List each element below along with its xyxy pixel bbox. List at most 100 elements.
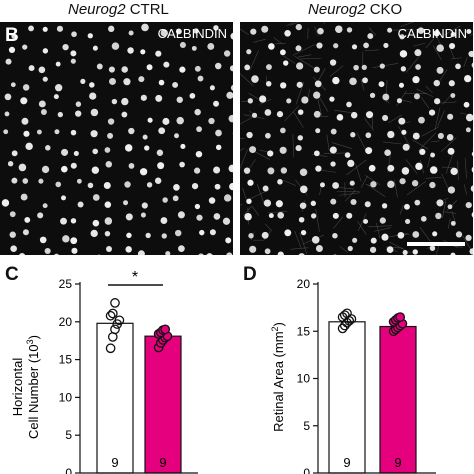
cell-body [39, 236, 47, 244]
cell-body [90, 229, 98, 238]
cell-body [471, 212, 473, 218]
cell-body [54, 84, 63, 92]
cell-body [42, 48, 49, 54]
panel-letter-d: D [243, 264, 257, 285]
cell-body [179, 66, 186, 73]
micrograph-cko: CALBINDIN [240, 22, 473, 255]
cell-body [429, 245, 436, 251]
significance-star: * [132, 269, 138, 286]
cell-body [246, 49, 252, 55]
cell-body [61, 165, 68, 173]
data-point [105, 343, 116, 354]
dendrite [360, 175, 368, 188]
cell-body [196, 214, 203, 221]
cell-body [415, 64, 421, 70]
cell-body [415, 162, 423, 171]
cell-body [41, 165, 50, 174]
data-point [107, 308, 118, 319]
cell-body [139, 168, 148, 176]
bars [96, 322, 182, 474]
cell-body [61, 148, 69, 156]
cell-body [124, 181, 131, 188]
cell-body [368, 164, 376, 172]
data-point [105, 310, 116, 321]
dendrite [425, 177, 442, 179]
cell-body [57, 111, 63, 118]
bar-ctrl [328, 321, 366, 474]
cell-body [448, 80, 455, 87]
cell-body [316, 42, 323, 49]
cell-body [158, 79, 165, 86]
cell-body [280, 49, 286, 56]
dendrite [334, 109, 354, 114]
cell-body [142, 134, 148, 140]
dendrite [286, 22, 294, 27]
cell-body [18, 163, 27, 172]
dendrite [371, 115, 374, 131]
panel-title-cko: Neurog2 CKO [308, 1, 402, 18]
y-tick-label: 5 [65, 428, 72, 442]
cell-body [54, 253, 59, 255]
dendrite [432, 45, 442, 61]
y-tick-label: 10 [297, 372, 311, 386]
cell-body [9, 211, 16, 218]
cell-body [214, 183, 221, 190]
cell-body [165, 251, 171, 255]
cell-body [140, 212, 146, 218]
dendrite [240, 28, 249, 36]
cell-body [417, 27, 425, 34]
cell-body [108, 66, 115, 73]
dendrite [442, 200, 446, 218]
cell-body [370, 181, 377, 188]
cell-body [365, 147, 373, 155]
cell-body [329, 96, 335, 102]
cell-body [267, 150, 274, 157]
cell-body [412, 76, 420, 84]
cell-body [194, 108, 201, 116]
panel-letter-c: C [5, 264, 19, 285]
cell-body [311, 236, 320, 244]
cell-body [42, 76, 48, 82]
y-tick-label: 25 [59, 277, 73, 291]
y-axis-label-main: Retinal Area (mm [271, 331, 286, 431]
data-point [114, 315, 125, 326]
cell-body [177, 211, 185, 219]
n-label: 9 [159, 455, 166, 470]
cell-body [295, 144, 302, 152]
cell-body [38, 100, 46, 108]
cell-body [352, 237, 358, 243]
cell-body [265, 64, 272, 71]
cell-body [349, 180, 355, 186]
cell-body [191, 45, 197, 51]
dendrite [243, 205, 252, 216]
cell-body [55, 61, 61, 67]
dendrite [252, 38, 266, 43]
cell-body [332, 76, 340, 85]
cell-body [128, 127, 135, 135]
dendrite [388, 114, 402, 124]
dendrite [457, 160, 459, 181]
cell-body [367, 33, 374, 40]
cell-body [178, 245, 185, 253]
cell-body [296, 81, 303, 88]
dendrite [440, 137, 457, 152]
dendrite [364, 49, 379, 52]
cell-body [160, 217, 168, 224]
cell-body [197, 75, 204, 82]
y-tick-label: 0 [303, 466, 310, 474]
cell-body [382, 93, 390, 101]
cell-body [471, 166, 473, 173]
cell-body [414, 199, 421, 206]
dendrite [451, 211, 456, 223]
cell-body [123, 78, 131, 86]
dendrite [251, 206, 260, 216]
cell-body [213, 25, 219, 31]
cell-body [213, 213, 221, 220]
cell-body [75, 101, 82, 107]
y-tick-label: 5 [303, 419, 310, 433]
cell-body [350, 132, 356, 138]
cell-body [180, 143, 186, 149]
bar-charts: Horizontal Cell Number (103) 0510152025 … [10, 269, 436, 474]
cell-body [22, 84, 30, 91]
cell-body [471, 151, 473, 157]
